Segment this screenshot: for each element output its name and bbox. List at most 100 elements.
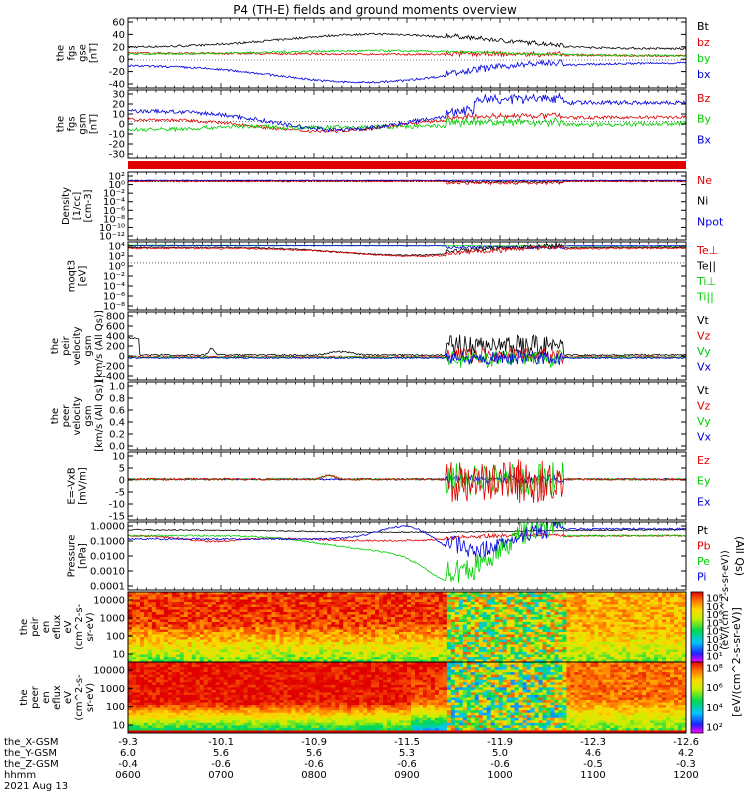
xaxis-value: -0.6 bbox=[490, 759, 510, 770]
y-tick-label: 0 bbox=[119, 476, 125, 487]
y-tick-label: 200 bbox=[106, 342, 125, 353]
y-tick-label: 800 bbox=[106, 312, 125, 323]
legend-Vz: Vz bbox=[697, 330, 711, 343]
series-Pe bbox=[128, 522, 686, 583]
y-tick-label: 10⁻⁸ bbox=[103, 302, 125, 313]
y-tick-label: 1.0 bbox=[109, 382, 125, 393]
y-axis-label: en bbox=[41, 691, 52, 704]
colorbar bbox=[690, 591, 704, 663]
y-tick-label: 100 bbox=[106, 632, 125, 643]
y-axis-label: Pressure bbox=[67, 535, 78, 578]
y-tick-label: 10⁴ bbox=[108, 242, 125, 253]
y-axis-label: [mV/m] bbox=[78, 467, 89, 505]
legend-Vx: Vx bbox=[697, 431, 712, 444]
y-tick-label: 0.0100 bbox=[90, 552, 125, 563]
y-tick-label: 10⁻¹² bbox=[99, 232, 125, 243]
y-axis-label: velocity bbox=[72, 326, 83, 365]
xaxis-value: 5.0 bbox=[492, 748, 508, 759]
series-Npot bbox=[128, 179, 686, 186]
y-axis-label: the bbox=[19, 689, 30, 705]
y-tick-label: 10⁰ bbox=[108, 262, 125, 273]
y-tick-label: 10⁻¹⁰ bbox=[99, 223, 125, 234]
colorbar-tick-label: 10⁸ bbox=[706, 594, 723, 605]
xaxis-value: 1100 bbox=[580, 770, 605, 781]
y-tick-label: -10 bbox=[109, 130, 125, 141]
series-Vy bbox=[128, 349, 686, 369]
xaxis-value: 5.3 bbox=[399, 748, 415, 759]
y-axis-label: the bbox=[50, 338, 61, 354]
y-axis-label: gsm bbox=[83, 405, 94, 426]
xaxis-value: 5.6 bbox=[213, 748, 229, 759]
xaxis-row-name: the_Z-GSM bbox=[4, 759, 59, 770]
date-label: 2021 Aug 13 bbox=[4, 781, 68, 792]
colorbar-tick-label: 10¹ bbox=[706, 652, 723, 663]
y-tick-label: -5 bbox=[115, 488, 125, 499]
y-tick-label: -10 bbox=[109, 500, 125, 511]
series-Vt bbox=[128, 333, 686, 357]
y-axis-label: eflux bbox=[52, 615, 63, 640]
y-tick-label: 5 bbox=[119, 464, 125, 475]
legend-by: by bbox=[697, 52, 711, 65]
y-tick-label: 60 bbox=[112, 18, 125, 29]
y-tick-label: 1000 bbox=[100, 614, 125, 625]
legend-Vy: Vy bbox=[697, 345, 711, 358]
y-axis-label: [nPa] bbox=[78, 543, 89, 569]
xaxis-value: -0.6 bbox=[211, 759, 231, 770]
legend-Pb: Pb bbox=[697, 540, 711, 553]
y-tick-label: 30 bbox=[112, 90, 125, 101]
y-tick-label: 10 bbox=[112, 110, 125, 121]
y-tick-label: 10² bbox=[108, 172, 125, 183]
y-tick-label: 1000 bbox=[100, 684, 125, 695]
y-tick-label: 10⁻⁸ bbox=[103, 214, 125, 225]
y-axis-label: sr-eV) bbox=[85, 612, 96, 641]
flag-bar bbox=[128, 161, 686, 169]
colorbar-tick-label: 10⁶ bbox=[706, 683, 723, 694]
y-tick-label: 1.0000 bbox=[90, 522, 125, 533]
series-Pt bbox=[128, 528, 686, 534]
legend-Pi: Pi bbox=[697, 571, 706, 584]
y-tick-label: 10⁻⁴ bbox=[103, 282, 125, 293]
y-axis-label: [cm-3] bbox=[83, 189, 94, 222]
y-tick-label: 0.1000 bbox=[90, 537, 125, 548]
colorbar-tick-label: 10³ bbox=[706, 635, 723, 646]
series-Vx bbox=[128, 349, 686, 366]
legend-Ex: Ex bbox=[697, 495, 711, 508]
legend-Vz: Vz bbox=[697, 400, 711, 413]
colorbar-tick-label: 10⁶ bbox=[706, 610, 723, 621]
y-tick-label: 600 bbox=[106, 322, 125, 333]
y-tick-label: 10 bbox=[112, 452, 125, 463]
y-axis-label: the bbox=[56, 116, 67, 132]
legend-By: By bbox=[697, 113, 712, 126]
y-axis-label: sr-eV) bbox=[85, 683, 96, 712]
xaxis-value: -9.3 bbox=[118, 737, 138, 748]
series-bx bbox=[128, 59, 686, 84]
xaxis-value: 1000 bbox=[487, 770, 512, 781]
y-tick-label: 0 bbox=[119, 120, 125, 131]
y-tick-label: -200 bbox=[102, 362, 125, 373]
legend-Pt: Pt bbox=[697, 524, 709, 537]
y-axis-label: gsm bbox=[78, 113, 89, 134]
colorbar-tick-label: 10² bbox=[706, 723, 723, 734]
y-tick-label: 10⁻² bbox=[103, 272, 125, 283]
series-Ni bbox=[128, 179, 686, 181]
legend-Pe: Pe bbox=[697, 555, 710, 568]
y-axis-label: fgs bbox=[67, 45, 78, 60]
y-tick-label: 0.2 bbox=[109, 430, 125, 441]
y-tick-label: 10⁻⁶ bbox=[103, 206, 125, 217]
xaxis-value: 6.0 bbox=[120, 748, 136, 759]
y-tick-label: 10⁻² bbox=[103, 189, 125, 200]
legend-Ti||: Ti|| bbox=[696, 291, 714, 304]
y-tick-label: 0.0010 bbox=[90, 567, 125, 578]
xaxis-value: -12.3 bbox=[580, 737, 606, 748]
y-tick-label: 400 bbox=[106, 332, 125, 343]
legend-Te||: Te|| bbox=[696, 260, 716, 273]
legend-Vx: Vx bbox=[697, 361, 712, 374]
y-axis-label: peer bbox=[30, 685, 41, 709]
panel-density: 10²10⁰10⁻²10⁻⁴10⁻⁶10⁻⁸10⁻¹⁰10⁻¹²Density[… bbox=[61, 171, 724, 243]
panel-frame bbox=[127, 241, 687, 311]
y-tick-label: 10⁰ bbox=[108, 180, 125, 191]
y-tick-label: -20 bbox=[109, 140, 125, 151]
